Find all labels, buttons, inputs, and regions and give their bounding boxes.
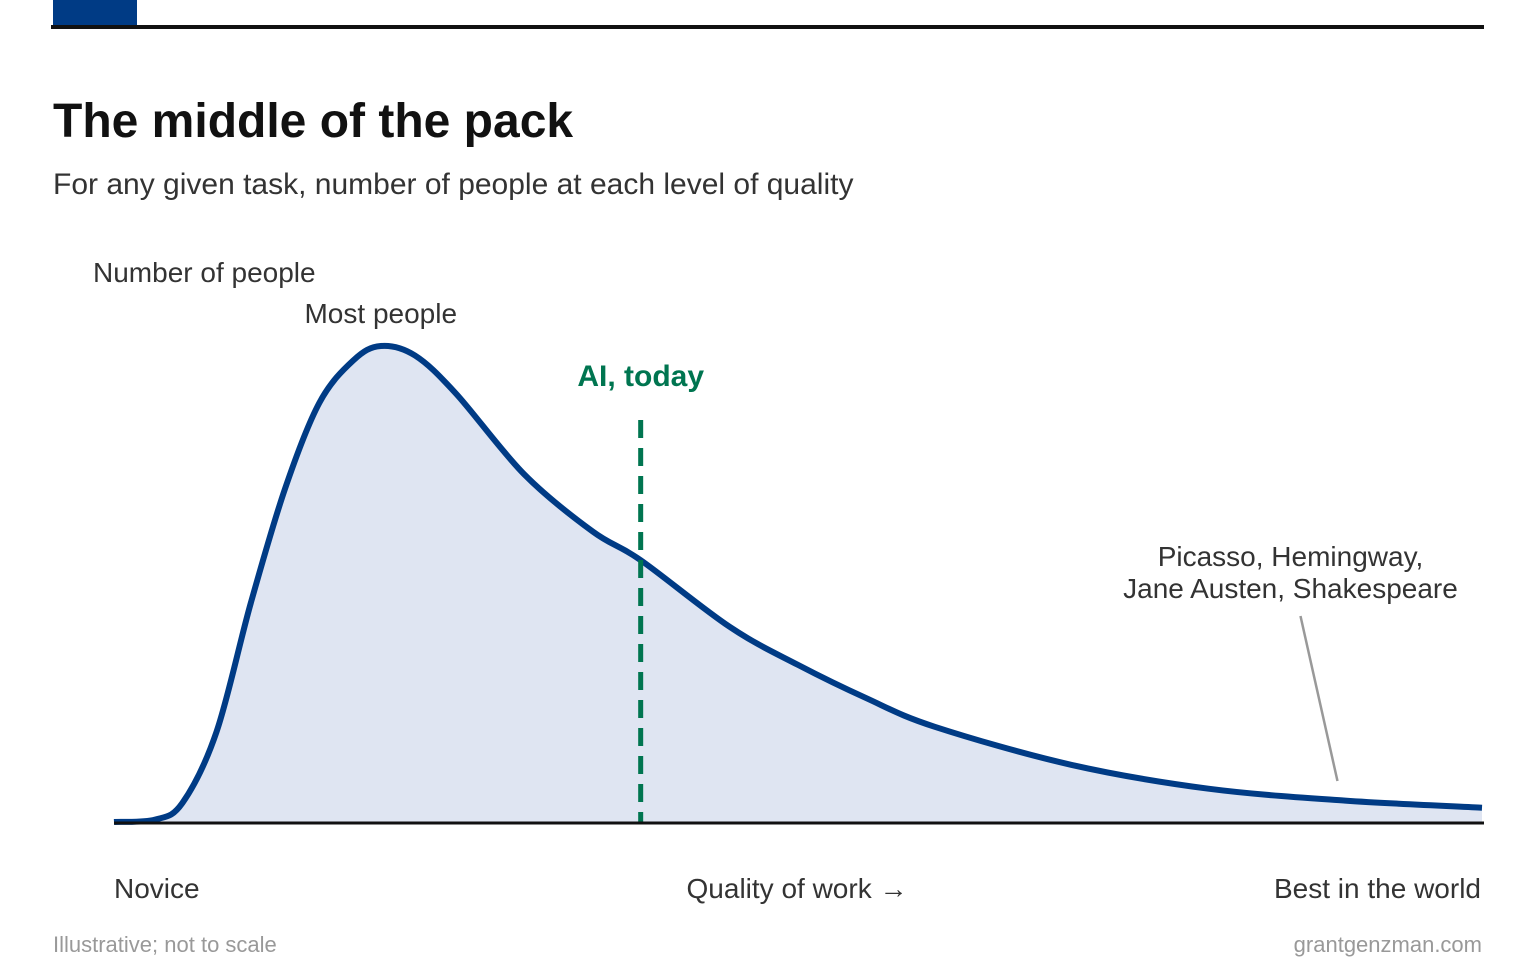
accent-block xyxy=(53,0,137,26)
chart-title: The middle of the pack xyxy=(53,95,574,148)
peak-annotation: Most people xyxy=(304,298,457,329)
tail-leader-line xyxy=(1299,615,1339,782)
footer-source: grantgenzman.com xyxy=(1293,932,1482,957)
curve-area-fill xyxy=(114,345,1482,822)
x-tick-label-best: Best in the world xyxy=(1274,873,1481,904)
chart-subtitle: For any given task, number of people at … xyxy=(53,168,854,201)
ai-today-label: AI, today xyxy=(577,360,704,393)
x-axis-label: Quality of work → xyxy=(687,873,908,904)
tail-annotation-line-2: Jane Austen, Shakespeare xyxy=(1123,573,1458,604)
distribution-curve xyxy=(113,342,1483,825)
footer-note: Illustrative; not to scale xyxy=(53,932,277,957)
top-rule xyxy=(51,25,1484,29)
y-axis-label: Number of people xyxy=(93,257,316,288)
x-tick-label-novice: Novice xyxy=(114,873,200,904)
tail-annotation-line-1: Picasso, Hemingway, xyxy=(1158,541,1424,572)
